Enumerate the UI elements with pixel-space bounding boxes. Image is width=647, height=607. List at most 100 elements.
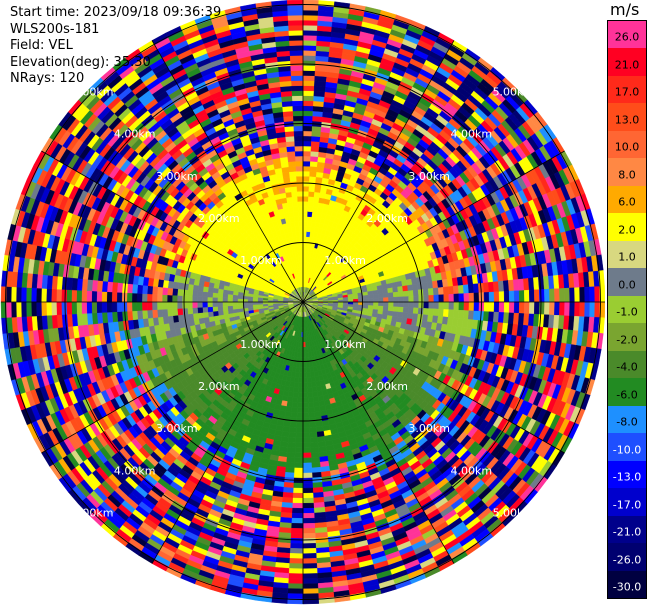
range-gate (289, 426, 297, 433)
range-gate (302, 29, 318, 36)
range-gate (302, 382, 308, 388)
range-gate (397, 306, 404, 313)
range-gate (287, 593, 304, 600)
range-gate (302, 432, 311, 439)
range-gate (569, 287, 576, 303)
range-gate (302, 185, 310, 192)
range-gate (513, 301, 520, 314)
range-gate (549, 288, 555, 303)
range-gate (457, 284, 465, 295)
range-gate (518, 290, 525, 303)
range-gate (392, 286, 399, 293)
range-gate (528, 289, 535, 303)
range-gate (305, 361, 311, 368)
range-gate (388, 301, 394, 307)
range-gate (503, 290, 510, 303)
range-gate (294, 371, 300, 378)
range-gate (302, 140, 312, 147)
range-gate (302, 588, 319, 595)
range-gate (442, 309, 450, 318)
range-gate (302, 231, 307, 237)
range-gate (302, 568, 318, 575)
range-gate (402, 312, 409, 319)
range-gate (488, 291, 495, 303)
range-gate (302, 543, 317, 549)
range-gate (312, 201, 319, 208)
range-gate (310, 441, 319, 449)
range-gate (297, 402, 304, 408)
range-gate (309, 176, 317, 183)
range-gate (559, 288, 565, 303)
range-gate (292, 391, 299, 398)
range-gate (302, 467, 313, 474)
range-gate (458, 301, 465, 311)
range-gate (302, 201, 309, 207)
range-gate (291, 502, 304, 509)
range-gate (305, 346, 309, 353)
range-gate (302, 70, 316, 77)
range-gate (302, 45, 317, 51)
range-gate (438, 301, 445, 310)
range-gate (302, 175, 310, 182)
range-gate (310, 371, 316, 378)
range-gate (307, 386, 313, 393)
range-gate (302, 482, 313, 489)
range-gate (285, 406, 293, 413)
range-gate (523, 301, 530, 315)
range-gate (408, 295, 414, 303)
range-gate (408, 301, 414, 309)
range-gate (564, 287, 571, 303)
range-gate (302, 65, 316, 72)
range-gate (290, 537, 304, 544)
range-gate (302, 60, 316, 67)
range-gate (437, 287, 444, 296)
range-gate (302, 170, 311, 177)
range-gate (307, 206, 314, 213)
range-gate (302, 548, 317, 554)
range-gate (382, 292, 389, 299)
range-gate (533, 289, 540, 303)
range-gate (302, 135, 312, 142)
range-gate (544, 288, 550, 303)
range-gate (310, 150, 320, 158)
range-gate (308, 186, 316, 193)
range-gate (302, 362, 307, 368)
range-gate (528, 301, 535, 315)
range-gate (403, 296, 409, 303)
range-gate (467, 310, 475, 321)
range-gate (291, 406, 298, 413)
range-gate (302, 191, 310, 197)
range-gate (309, 426, 317, 433)
range-gate (306, 221, 312, 228)
range-gate (296, 412, 304, 419)
range-gate (453, 301, 460, 311)
range-gate (294, 376, 300, 383)
range-gate (302, 160, 311, 167)
range-gate (285, 461, 295, 469)
range-gate (417, 307, 424, 315)
range-gate (468, 292, 475, 303)
range-gate (288, 573, 304, 580)
range-gate (373, 301, 379, 307)
range-gate (387, 287, 394, 294)
range-gate (296, 417, 304, 424)
range-gate (302, 145, 312, 152)
range-gate (293, 482, 304, 489)
range-gate (447, 285, 455, 295)
range-gate (309, 166, 318, 173)
range-gate (302, 165, 311, 172)
range-gate (413, 295, 420, 303)
range-gate (310, 155, 319, 163)
range-gate (306, 216, 313, 223)
range-gate (302, 512, 315, 519)
range-gate (387, 292, 394, 298)
range-gate (417, 289, 424, 297)
range-gate (302, 487, 314, 494)
range-gate (290, 522, 304, 529)
range-gate (298, 377, 304, 383)
range-gate (302, 180, 310, 187)
range-gate (472, 310, 480, 321)
range-gate (302, 85, 315, 92)
range-gate (312, 391, 319, 398)
range-gate (453, 293, 460, 303)
